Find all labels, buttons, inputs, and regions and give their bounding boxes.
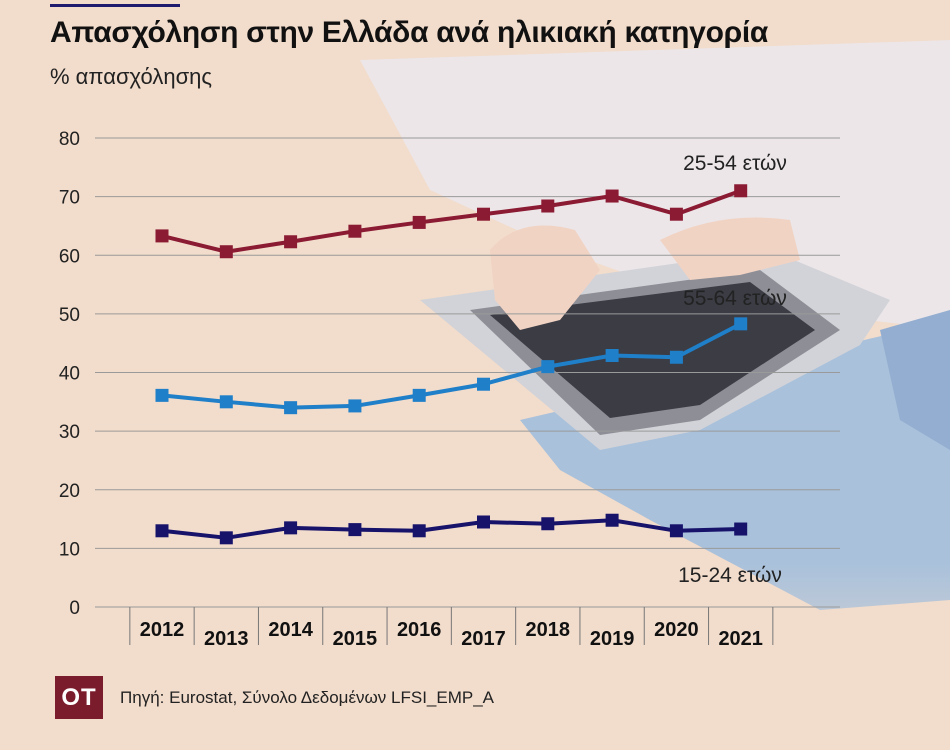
data-point-25-54-ετών-2020 bbox=[669, 207, 683, 221]
y-tick-label-0: 0 bbox=[69, 598, 80, 619]
series-line-15-24-ετών bbox=[161, 518, 741, 540]
ot-logo: OT bbox=[55, 676, 103, 719]
x-tick-label-2020: 2020 bbox=[654, 619, 699, 641]
data-point-55-64-ετών-2014 bbox=[284, 401, 298, 415]
series-lines bbox=[155, 184, 748, 545]
data-point-55-64-ετών-2019 bbox=[605, 348, 619, 362]
y-tick-label-70: 70 bbox=[59, 188, 80, 209]
data-point-15-24-ετών-2020 bbox=[669, 524, 683, 538]
data-point-55-64-ετών-2013 bbox=[219, 395, 233, 409]
x-tick-label-2015: 2015 bbox=[333, 628, 378, 650]
top-accent-rule bbox=[50, 4, 180, 7]
series-labels: 25-54 ετών 55-64 ετών 15-24 ετών bbox=[678, 152, 787, 587]
data-point-25-54-ετών-2019 bbox=[605, 189, 619, 203]
data-point-55-64-ετών-2016 bbox=[412, 388, 426, 402]
data-point-15-24-ετών-2016 bbox=[412, 524, 426, 538]
x-tick-label-2016: 2016 bbox=[397, 619, 442, 641]
data-point-15-24-ετών-2014 bbox=[284, 521, 298, 535]
data-point-55-64-ετών-2012 bbox=[155, 388, 169, 402]
y-tick-label-80: 80 bbox=[59, 129, 80, 150]
data-point-25-54-ετών-2021 bbox=[734, 184, 748, 198]
y-tick-label-60: 60 bbox=[59, 246, 80, 267]
x-tick-label-2018: 2018 bbox=[526, 619, 571, 641]
data-point-25-54-ετών-2016 bbox=[412, 215, 426, 229]
data-point-25-54-ετών-2014 bbox=[284, 235, 298, 249]
data-point-15-24-ετών-2012 bbox=[155, 524, 169, 538]
series-line-25-54-ετών bbox=[161, 188, 742, 254]
y-tick-label-50: 50 bbox=[59, 305, 80, 326]
chart-title: Απασχόληση στην Ελλάδα ανά ηλικιακή κατη… bbox=[50, 16, 769, 49]
series-line-55-64-ετών bbox=[161, 322, 742, 410]
series-label-55-64-ετών: 55-64 ετών bbox=[683, 287, 787, 310]
x-tick-label-2013: 2013 bbox=[204, 628, 249, 650]
y-tick-label-40: 40 bbox=[59, 364, 80, 385]
x-tick-label-2021: 2021 bbox=[718, 628, 763, 650]
data-point-55-64-ετών-2015 bbox=[348, 399, 362, 413]
data-point-25-54-ετών-2018 bbox=[541, 199, 555, 213]
y-tick-label-10: 10 bbox=[59, 539, 80, 560]
y-tick-label-20: 20 bbox=[59, 481, 80, 502]
data-point-15-24-ετών-2017 bbox=[477, 515, 490, 529]
data-point-25-54-ετών-2015 bbox=[348, 224, 362, 238]
x-tick-label-2012: 2012 bbox=[140, 619, 185, 641]
data-point-25-54-ετών-2017 bbox=[477, 207, 490, 221]
data-point-55-64-ετών-2018 bbox=[541, 360, 555, 374]
series-label-25-54-ετών: 25-54 ετών bbox=[683, 152, 787, 175]
x-tick-label-2014: 2014 bbox=[268, 619, 313, 641]
x-tick-label-2017: 2017 bbox=[461, 628, 506, 650]
data-point-15-24-ετών-2013 bbox=[219, 531, 233, 545]
data-point-15-24-ετών-2021 bbox=[734, 522, 748, 536]
data-point-55-64-ετών-2021 bbox=[734, 317, 748, 331]
data-point-15-24-ετών-2015 bbox=[348, 523, 362, 537]
source-note: Πηγή: Eurostat, Σύνολο Δεδομένων LFSI_EM… bbox=[120, 688, 495, 707]
y-tick-label-30: 30 bbox=[59, 422, 80, 443]
data-point-55-64-ετών-2020 bbox=[669, 350, 683, 364]
grid-lines bbox=[95, 137, 840, 608]
x-tick-label-2019: 2019 bbox=[590, 628, 635, 650]
y-axis-tick-labels: 0 10 20 30 40 50 60 70 80 bbox=[59, 129, 80, 619]
data-point-25-54-ετών-2012 bbox=[155, 229, 169, 243]
series-label-15-24-ετών: 15-24 ετών bbox=[678, 564, 782, 587]
data-point-55-64-ετών-2017 bbox=[477, 377, 490, 391]
data-point-15-24-ετών-2018 bbox=[541, 517, 555, 531]
x-axis: 2012 2013 2014 2015 2016 2017 2018 2019 2020 2021 bbox=[129, 607, 774, 650]
chart-subtitle: % απασχόλησης bbox=[50, 64, 212, 89]
data-point-15-24-ετών-2019 bbox=[605, 513, 619, 527]
data-point-25-54-ετών-2013 bbox=[219, 245, 233, 259]
